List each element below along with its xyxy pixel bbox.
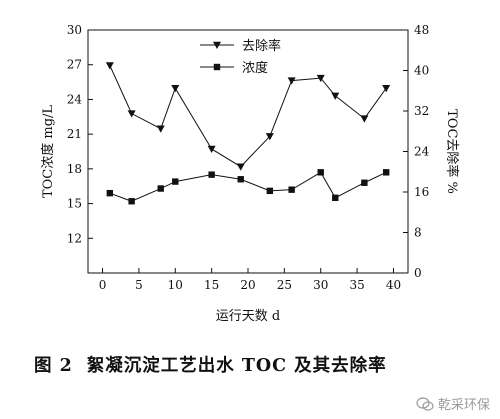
left-y-tick-label: 18 (67, 162, 82, 176)
left-y-tick-label: 15 (67, 197, 82, 211)
data-point-triangle (360, 115, 369, 123)
data-point-triangle (265, 133, 274, 141)
right-y-tick-label: 16 (414, 185, 429, 199)
right-y-tick-label: 32 (414, 104, 429, 118)
data-point-square (288, 186, 295, 193)
x-tick-label: 5 (135, 278, 143, 292)
figure-number: 图 2 (34, 356, 73, 376)
data-point-triangle (287, 77, 296, 85)
data-point-triangle (171, 85, 180, 93)
data-point-triangle (316, 74, 325, 83)
data-point-square (361, 179, 368, 186)
x-axis-title: 运行天数 d (216, 309, 280, 324)
data-point-square (332, 194, 339, 201)
x-tick-label: 10 (168, 278, 183, 292)
right-y-tick-label: 8 (414, 226, 422, 240)
watermark-text: 乾采环保 (437, 398, 490, 413)
wechat-logo-icon (416, 396, 434, 411)
data-point-triangle (331, 92, 340, 100)
data-point-square (172, 178, 179, 185)
data-point-square (317, 169, 324, 176)
x-tick-label: 15 (204, 278, 219, 292)
left-y-tick-label: 24 (67, 92, 83, 106)
x-tick-label: 40 (386, 278, 401, 292)
x-tick-label: 20 (240, 278, 255, 292)
data-point-triangle (105, 62, 114, 70)
chart: 0 5 10 15 20 25 30 35 40 12 15 18 21 24 27 30 0 8 16 24 32 40… (40, 23, 460, 324)
right-y-axis-title: TOC去除率 % (444, 109, 460, 194)
figure-caption: 图 2 絮凝沉淀工艺出水 TOC 及其去除率 (34, 352, 474, 377)
right-y-tick-label: 24 (414, 145, 430, 159)
series-line-浓度 (109, 171, 387, 202)
left-y-tick-label: 27 (67, 58, 82, 72)
data-point-square (237, 176, 244, 183)
left-y-axis-title: TOC浓度 mg/L (40, 105, 56, 198)
data-point-triangle (382, 85, 391, 93)
series-line-去除率 (109, 65, 387, 168)
legend-marker-square (213, 63, 221, 71)
left-y-tick-label: 21 (67, 127, 82, 141)
data-point-triangle (207, 145, 216, 153)
data-point-square (157, 185, 164, 192)
data-point-square (266, 187, 274, 195)
legend-label: 浓度 (242, 60, 268, 76)
data-point-square (382, 169, 390, 176)
data-point-triangle (156, 125, 165, 133)
x-tick-label: 30 (313, 278, 328, 292)
x-tick-label: 25 (277, 278, 292, 292)
data-point-square (208, 171, 215, 178)
x-tick-label: 35 (349, 278, 364, 292)
left-y-tick-label: 30 (67, 23, 82, 37)
legend-label: 去除率 (242, 38, 281, 54)
x-tick-label: 0 (99, 278, 107, 292)
left-y-tick-label: 12 (67, 231, 82, 245)
data-point-square (106, 189, 114, 197)
data-point-triangle (127, 110, 136, 118)
right-y-tick-label: 0 (414, 266, 422, 280)
watermark: 乾采环保 (416, 394, 490, 413)
legend-marker-triangle (213, 41, 221, 49)
data-point-triangle (236, 163, 245, 171)
figure-title: 絮凝沉淀工艺出水 TOC 及其去除率 (86, 356, 387, 376)
right-y-tick-label: 40 (414, 64, 429, 78)
data-point-square (128, 198, 135, 205)
right-y-tick-label: 48 (414, 23, 429, 37)
